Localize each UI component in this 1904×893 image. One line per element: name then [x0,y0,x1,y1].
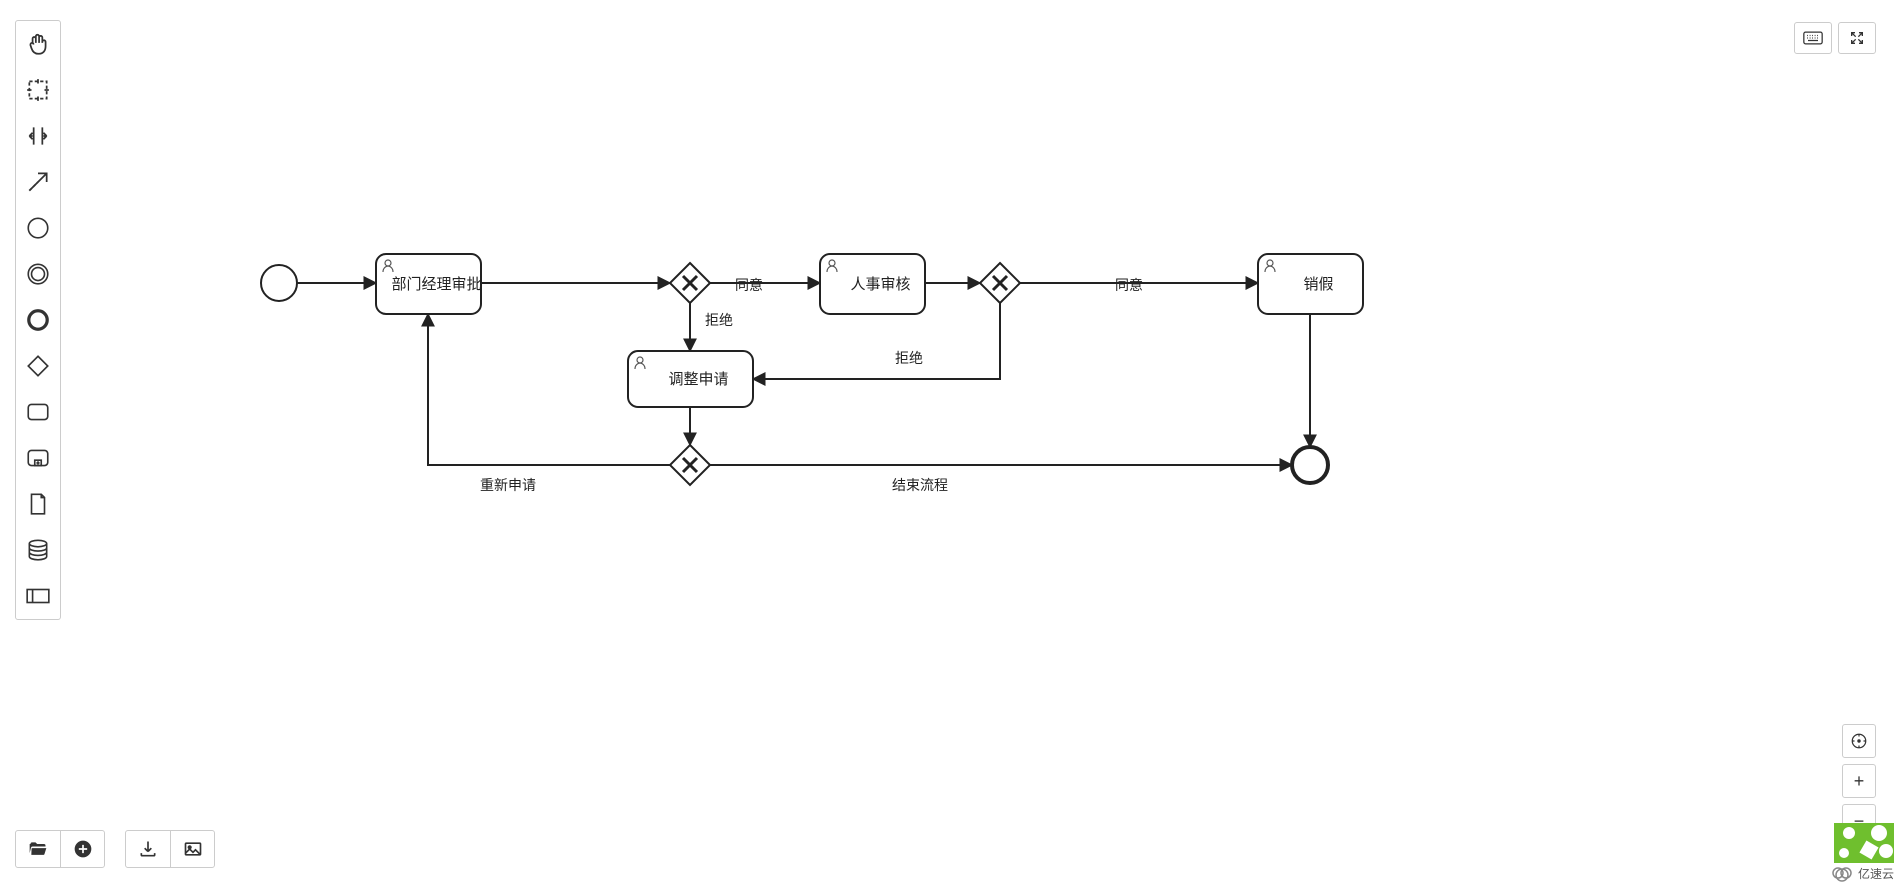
flow-label: 同意 [1115,277,1143,293]
task-label: 部门经理审批 [391,276,481,293]
bpmn-modeler: + − 亿速云 部门经理 [0,0,1904,893]
user-task[interactable]: 人事审核 [820,254,925,314]
task-label: 销假 [1303,276,1333,293]
diagram-canvas[interactable]: 部门经理审批人事审核销假调整申请 同意同意拒绝拒绝重新申请结束流程 [0,0,1904,893]
end-event[interactable] [1292,447,1328,483]
flow-label: 拒绝 [705,312,733,328]
exclusive-gateway[interactable] [980,263,1020,303]
exclusive-gateway[interactable] [670,445,710,485]
start-event[interactable] [261,265,297,301]
flow-label: 同意 [735,277,763,293]
task-label: 调整申请 [668,371,728,388]
exclusive-gateway[interactable] [670,263,710,303]
flow-label: 结束流程 [892,477,948,493]
flow-label: 拒绝 [895,350,923,366]
flow-label: 重新申请 [480,477,536,493]
user-task[interactable]: 调整申请 [628,351,753,407]
user-task[interactable]: 部门经理审批 [376,254,482,314]
user-task[interactable]: 销假 [1258,254,1363,314]
task-label: 人事审核 [850,276,910,293]
